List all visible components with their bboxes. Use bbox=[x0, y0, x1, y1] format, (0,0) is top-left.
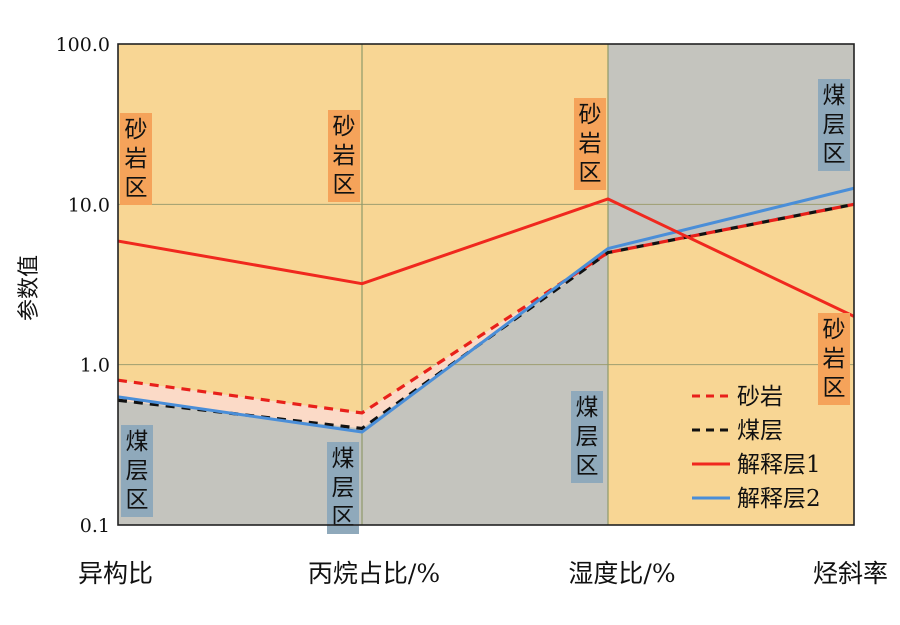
coal-zone-bg-left bbox=[118, 252, 608, 525]
x-category-labels: 异构比 丙烷占比/% 湿度比/% 烃斜率 bbox=[78, 559, 888, 588]
zone-label-char: 层 bbox=[576, 424, 599, 450]
zone-label-sandstone: 砂岩区 bbox=[328, 110, 360, 202]
series-line-2 bbox=[117, 202, 855, 431]
zone-label-char: 岩 bbox=[333, 143, 356, 169]
zone-label-char: 砂 bbox=[333, 114, 356, 140]
zone-label-char: 区 bbox=[823, 141, 846, 167]
zone-label-char: 层 bbox=[126, 458, 149, 484]
y-axis-label: 参数值 bbox=[17, 255, 42, 321]
series-line-3 bbox=[117, 197, 855, 318]
zone-label-char: 砂 bbox=[823, 317, 846, 343]
legend-label: 解释层2 bbox=[737, 486, 821, 512]
zone-label-sandstone: 砂岩区 bbox=[818, 313, 850, 405]
x-category-label: 烃斜率 bbox=[813, 559, 888, 588]
zone-label-bg bbox=[574, 98, 606, 190]
legend-label: 煤层 bbox=[737, 418, 783, 444]
zone-label-char: 岩 bbox=[823, 346, 846, 372]
x-category-label: 湿度比/% bbox=[568, 559, 675, 588]
zone-label-char: 煤 bbox=[823, 83, 846, 109]
zone-label-char: 层 bbox=[823, 112, 846, 138]
zone-label-char: 岩 bbox=[579, 131, 602, 157]
zone-label-char: 区 bbox=[823, 375, 846, 401]
zone-label-bg bbox=[571, 391, 603, 483]
zone-label-sandstone: 砂岩区 bbox=[574, 98, 606, 190]
zone-label-char: 区 bbox=[576, 453, 599, 479]
zone-label-char: 岩 bbox=[125, 146, 148, 172]
y-tick-label: 100.0 bbox=[56, 34, 110, 56]
zone-label-char: 煤 bbox=[576, 395, 599, 421]
y-tick-label: 10.0 bbox=[68, 194, 110, 216]
y-tick-label: 0.1 bbox=[80, 515, 110, 537]
zone-label-bg bbox=[818, 79, 850, 171]
legend-label: 解释层1 bbox=[737, 452, 821, 478]
series-lines bbox=[117, 186, 855, 434]
zone-label-coal: 煤层区 bbox=[571, 391, 603, 483]
zone-label-char: 煤 bbox=[332, 446, 355, 472]
zone-label-coal: 煤层区 bbox=[121, 425, 153, 517]
zone-label-char: 区 bbox=[125, 175, 148, 201]
plot-frame bbox=[117, 43, 855, 526]
zone-label-char: 砂 bbox=[125, 117, 148, 143]
zone-label-coal: 煤层区 bbox=[327, 442, 359, 534]
zone-label-char: 区 bbox=[579, 160, 602, 186]
zone-label-bg bbox=[327, 442, 359, 534]
zone-backgrounds bbox=[118, 44, 854, 526]
x-category-label: 异构比 bbox=[78, 559, 153, 588]
x-category-label: 丙烷占比/% bbox=[308, 559, 440, 588]
legend-label: 砂岩 bbox=[737, 384, 783, 410]
zone-label-char: 区 bbox=[126, 487, 149, 513]
zone-label-sandstone: 砂岩区 bbox=[120, 113, 152, 205]
y-tick-label: 1.0 bbox=[80, 355, 110, 377]
series-line-4 bbox=[117, 186, 855, 434]
zone-label-char: 区 bbox=[332, 504, 355, 530]
zone-label-bg bbox=[121, 425, 153, 517]
zone-label-bg bbox=[818, 313, 850, 405]
zone-label-char: 煤 bbox=[126, 429, 149, 455]
zone-label-bg bbox=[328, 110, 360, 202]
zone-label-char: 层 bbox=[332, 475, 355, 501]
zone-label-char: 区 bbox=[333, 172, 356, 198]
zone-label-bg bbox=[120, 113, 152, 205]
gridlines bbox=[118, 44, 854, 525]
zone-label-coal: 煤层区 bbox=[818, 79, 850, 171]
y-ticks: 0.1 1.0 10.0 100.0 bbox=[56, 34, 110, 537]
zone-label-char: 砂 bbox=[579, 102, 602, 128]
